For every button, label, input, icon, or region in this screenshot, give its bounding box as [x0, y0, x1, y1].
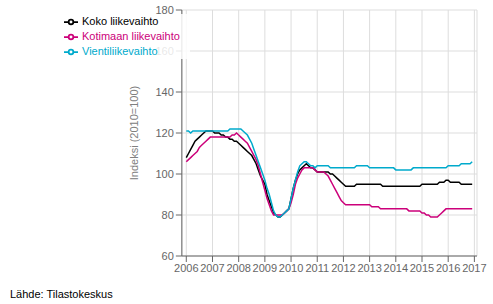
- svg-text:160: 160: [155, 45, 173, 57]
- svg-text:60: 60: [162, 250, 174, 262]
- svg-text:2007: 2007: [200, 262, 224, 274]
- svg-text:2009: 2009: [253, 262, 277, 274]
- svg-text:2006: 2006: [174, 262, 198, 274]
- svg-text:2010: 2010: [279, 262, 303, 274]
- svg-text:2014: 2014: [384, 262, 408, 274]
- svg-text:80: 80: [162, 209, 174, 221]
- html-text:Lähde: Tilastokeskus: Lähde: Tilastokeskus: [10, 288, 113, 300]
- svg-text:2016: 2016: [436, 262, 460, 274]
- html-text:Kotimaan liikevaihto: Kotimaan liikevaihto: [82, 30, 180, 43]
- svg-text:2017: 2017: [462, 262, 485, 274]
- html-text:Vientiliikevaihto: Vientiliikevaihto: [82, 45, 158, 58]
- svg-text:2012: 2012: [331, 262, 355, 274]
- svg-text:2008: 2008: [226, 262, 250, 274]
- html-text:Koko liikevaihto: Koko liikevaihto: [82, 15, 159, 27]
- svg-text:2015: 2015: [410, 262, 434, 274]
- svg-text:180: 180: [155, 4, 173, 16]
- svg-text:120: 120: [155, 127, 173, 139]
- svg-text:140: 140: [155, 86, 173, 98]
- svg-text:2011: 2011: [305, 262, 329, 274]
- svg-text:2013: 2013: [357, 262, 381, 274]
- svg-text:100: 100: [155, 168, 173, 180]
- svg-text:Indeksi (2010=100): Indeksi (2010=100): [128, 86, 140, 180]
